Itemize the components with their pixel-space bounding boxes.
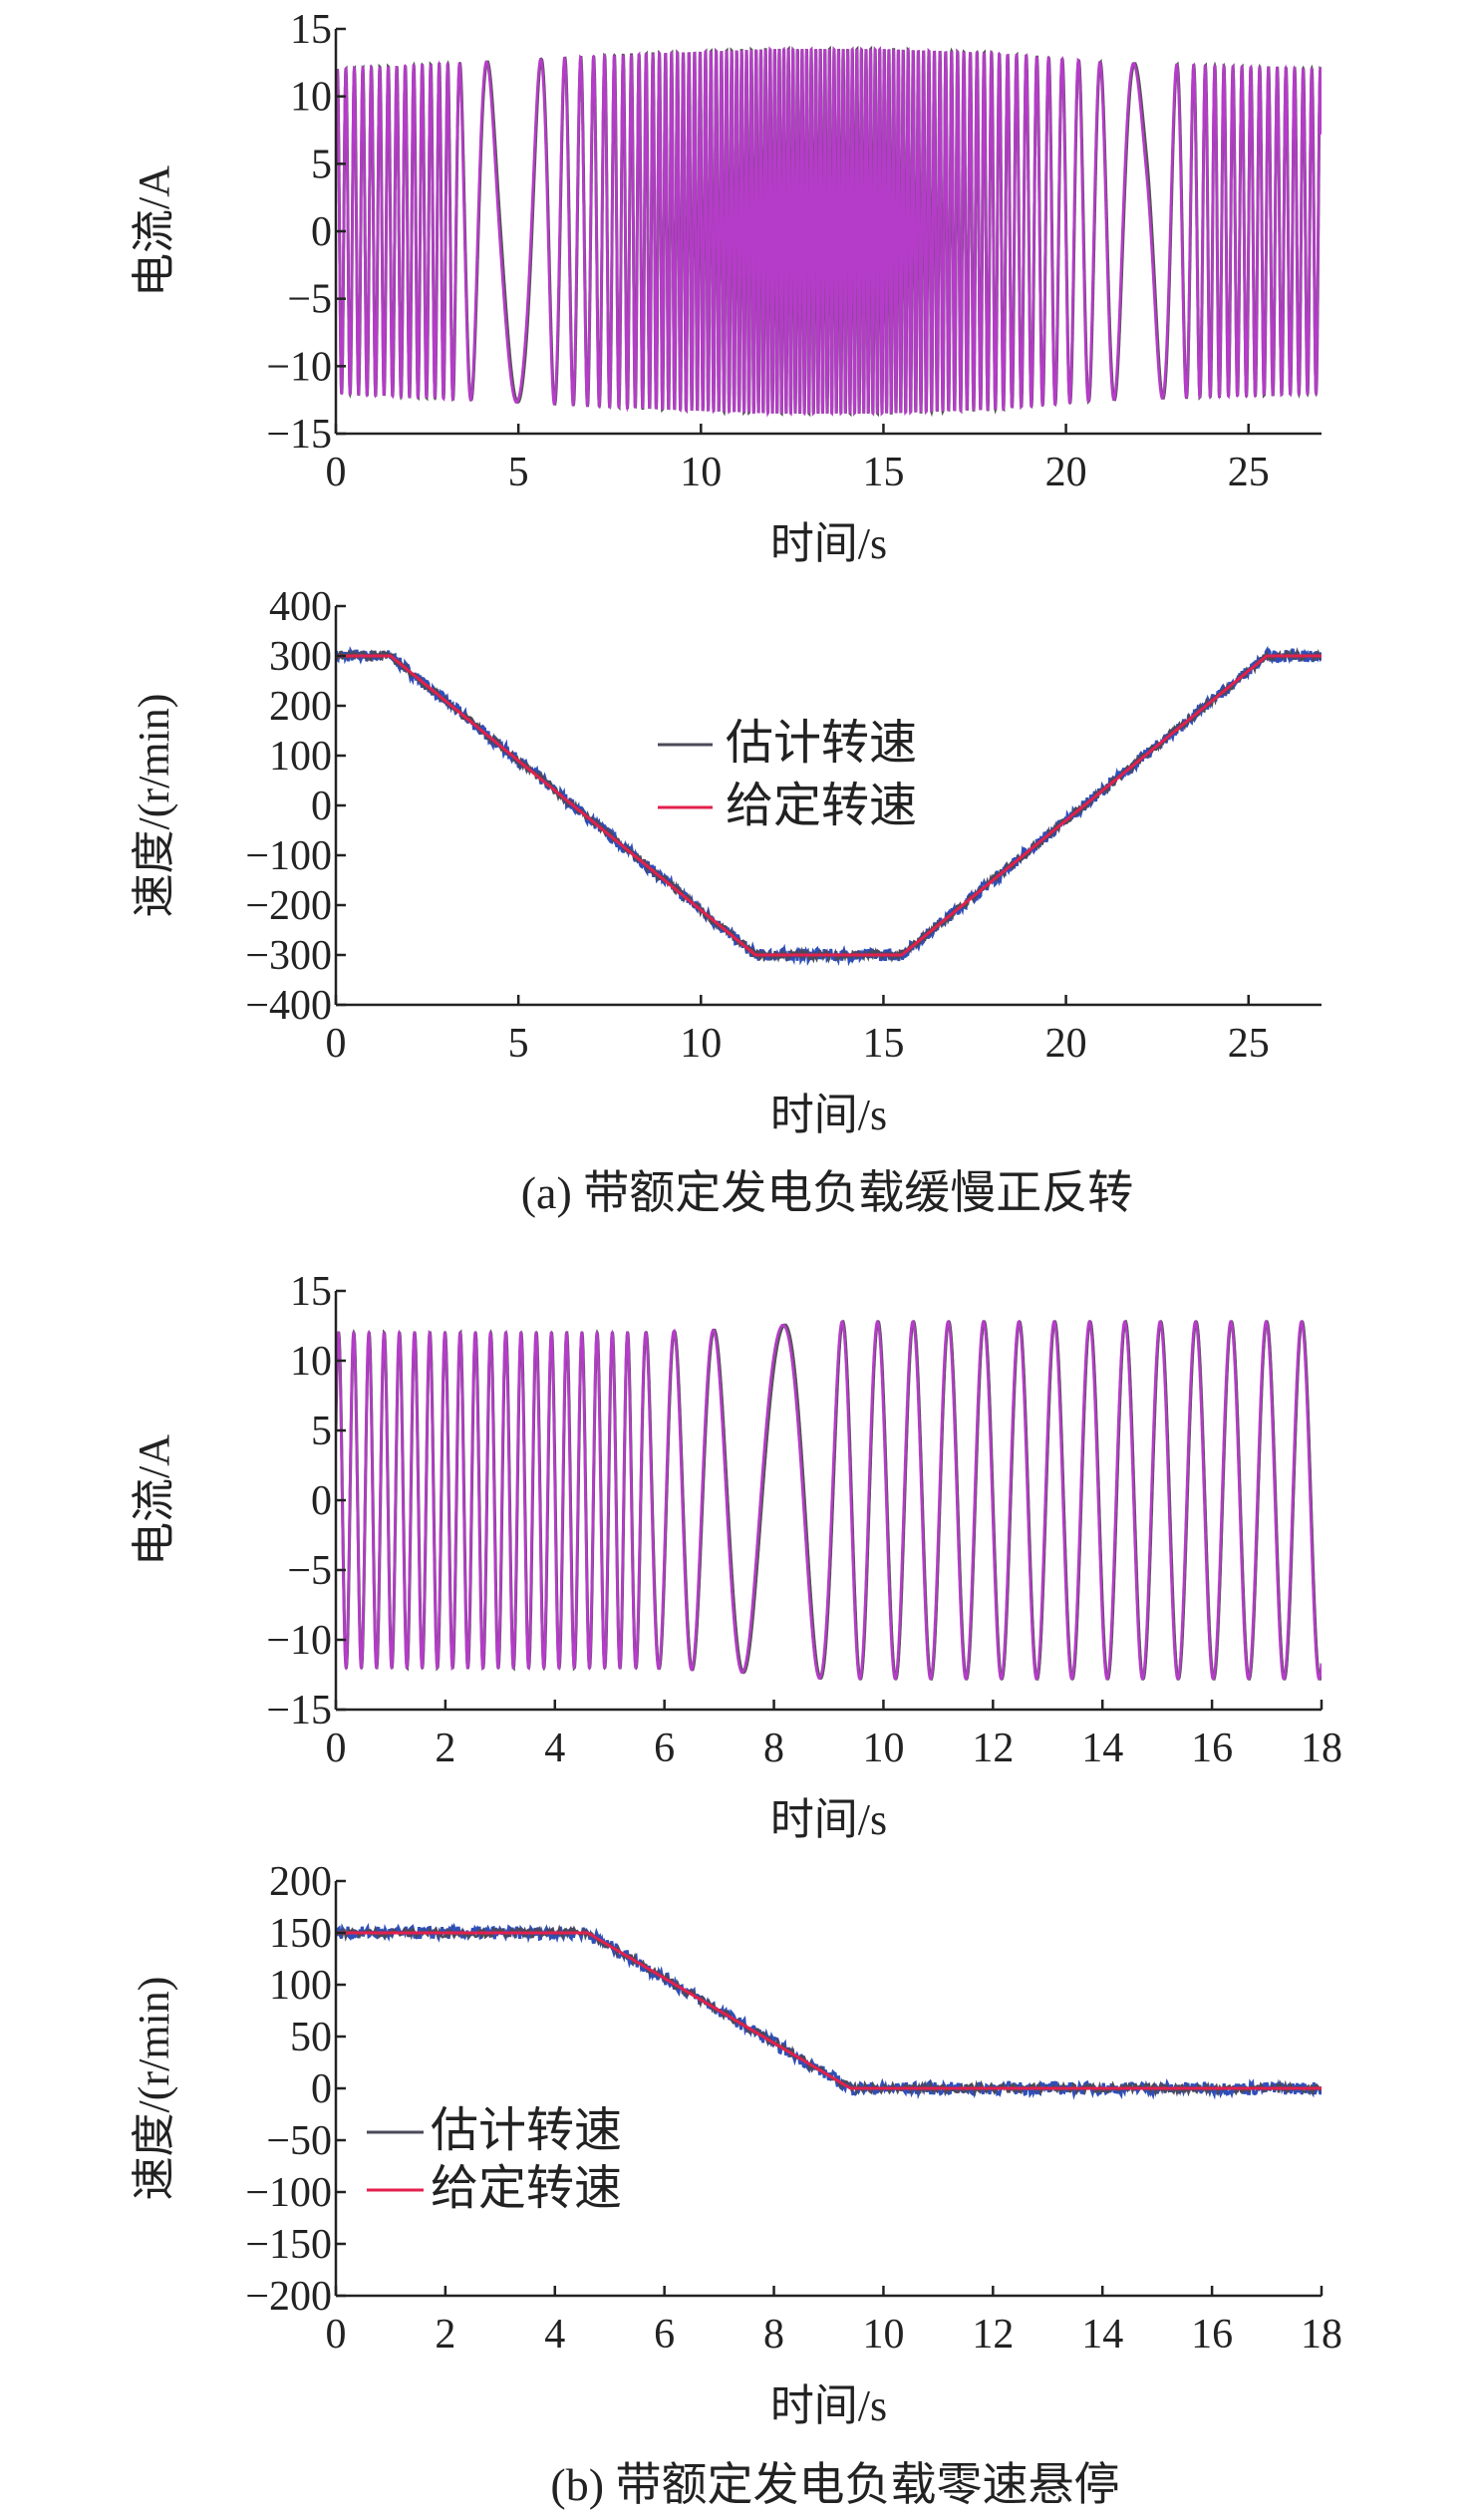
y-tick-label: 5 — [311, 1409, 332, 1454]
x-tick-label: 8 — [763, 1726, 784, 1771]
x-tick-label: 16 — [1191, 1726, 1233, 1771]
x-tick-label: 25 — [1228, 450, 1270, 495]
y-tick-label: 0 — [311, 2066, 332, 2112]
y-tick-label: −100 — [245, 2170, 332, 2216]
chart-b-current: 0 2 4 6 8 10 12 14 16 18 15 10 5 0 −5 −10 −15 时间/s 电流/A — [130, 1269, 1342, 1844]
y-tick-label: −100 — [245, 833, 332, 879]
caption-b: (b) 带额定发电负载零速悬停 — [550, 2459, 1119, 2510]
x-tick-label: 4 — [544, 1726, 565, 1771]
y-tick-label: −200 — [245, 883, 332, 929]
x-tick-label: 12 — [972, 1726, 1014, 1771]
y-tick-label: −150 — [245, 2222, 332, 2268]
y-axis-label: 速度/(r/min) — [130, 694, 178, 918]
legend-label-reference: 给定转速 — [431, 2162, 622, 2215]
y-tick-label: −10 — [266, 344, 332, 390]
x-tick-label: 10 — [680, 450, 722, 495]
legend-label-reference: 给定转速 — [726, 780, 917, 832]
series-estimated-speed-noise — [336, 1922, 1322, 2100]
x-tick-label: 2 — [435, 2312, 455, 2358]
x-tick-label: 8 — [763, 2312, 784, 2358]
x-tick-label: 4 — [544, 2312, 565, 2358]
x-tick-label: 10 — [862, 2312, 904, 2358]
caption-a: (a) 带额定发电负载缓慢正反转 — [521, 1167, 1134, 1218]
y-tick-label: 100 — [269, 734, 332, 780]
y-tick-label: −15 — [266, 412, 332, 458]
y-tick-label: 400 — [269, 584, 332, 630]
legend-label-estimated: 估计转速 — [726, 717, 917, 770]
y-axis-label: 速度/(r/min) — [130, 1977, 178, 2201]
x-tick-label: 0 — [326, 1021, 347, 1067]
series-reference-speed — [336, 1931, 1322, 2090]
x-tick-label: 0 — [326, 2312, 347, 2358]
x-axis-label: 时间/s — [770, 519, 887, 568]
x-tick-label: 18 — [1301, 2312, 1342, 2358]
series-estimated-speed — [336, 1924, 1322, 2097]
x-tick-label: 0 — [326, 1726, 347, 1771]
x-tick-label: 12 — [972, 2312, 1014, 2358]
y-tick-label: 10 — [290, 75, 332, 121]
legend-label-estimated: 估计转速 — [431, 2104, 622, 2157]
y-tick-label: 15 — [290, 7, 332, 53]
x-tick-label: 6 — [654, 2312, 675, 2358]
y-axis-label: 电流/A — [130, 1434, 178, 1566]
x-tick-label: 16 — [1191, 2312, 1233, 2358]
x-tick-label: 15 — [862, 1021, 904, 1067]
y-tick-label: −50 — [266, 2118, 332, 2164]
y-tick-label: 50 — [290, 2015, 332, 2060]
y-tick-label: 100 — [269, 1963, 332, 2009]
plot-area — [336, 645, 1322, 967]
x-tick-label: 20 — [1045, 450, 1087, 495]
y-tick-label: 0 — [311, 784, 332, 829]
y-tick-label: −5 — [287, 277, 332, 323]
x-tick-label: 14 — [1081, 2312, 1123, 2358]
x-tick-label: 2 — [435, 1726, 455, 1771]
y-tick-label: 15 — [290, 1269, 332, 1315]
x-tick-label: 25 — [1228, 1021, 1270, 1067]
y-tick-label: 0 — [311, 209, 332, 255]
x-tick-label: 5 — [508, 1021, 529, 1067]
series-current-reference — [336, 46, 1322, 418]
y-tick-label: 0 — [311, 1478, 332, 1524]
x-tick-label: 5 — [508, 450, 529, 495]
plot-area — [336, 45, 1322, 418]
x-axis-label: 时间/s — [770, 1091, 887, 1139]
y-axis-label: 电流/A — [130, 165, 178, 297]
y-tick-label: 300 — [269, 634, 332, 680]
y-tick-label: −5 — [287, 1548, 332, 1594]
x-tick-label: 18 — [1301, 1726, 1342, 1771]
series-current-reference — [336, 1320, 1322, 1681]
y-tick-label: 10 — [290, 1339, 332, 1385]
y-tick-label: 5 — [311, 142, 332, 187]
x-tick-label: 20 — [1045, 1021, 1087, 1067]
x-axis-label: 时间/s — [770, 2381, 887, 2430]
plot-area — [336, 1922, 1322, 2100]
plot-area — [336, 1320, 1322, 1681]
chart-a-current: 0 5 10 15 20 25 15 10 5 0 −5 −10 −15 时间/s 电流/A — [130, 7, 1322, 568]
y-tick-label: −15 — [266, 1688, 332, 1733]
y-tick-label: −400 — [245, 983, 332, 1029]
y-tick-label: −200 — [245, 2274, 332, 2320]
y-tick-label: −300 — [245, 933, 332, 979]
x-tick-label: 10 — [862, 1726, 904, 1771]
x-tick-label: 10 — [680, 1021, 722, 1067]
y-tick-label: 200 — [269, 1859, 332, 1905]
y-tick-label: −10 — [266, 1618, 332, 1664]
x-tick-label: 14 — [1081, 1726, 1123, 1771]
x-tick-label: 6 — [654, 1726, 675, 1771]
x-axis-label: 时间/s — [770, 1795, 887, 1844]
y-tick-label: 200 — [269, 684, 332, 730]
series-reference-speed — [336, 654, 1322, 957]
y-tick-label: 150 — [269, 1911, 332, 1957]
x-tick-label: 0 — [326, 450, 347, 495]
x-tick-label: 15 — [862, 450, 904, 495]
